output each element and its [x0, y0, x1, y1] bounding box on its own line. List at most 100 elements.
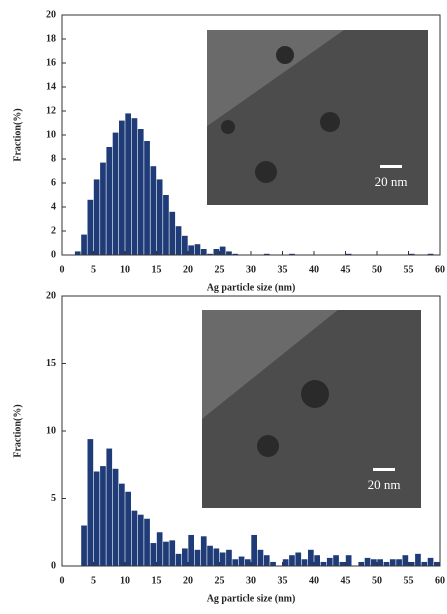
x-tick-label: 10 — [120, 575, 130, 586]
scale-bar — [380, 165, 402, 168]
bar — [251, 534, 257, 566]
bar — [125, 491, 131, 566]
bar — [270, 561, 276, 566]
x-axis-label: Ag particle size (nm) — [207, 282, 296, 293]
x-tick-label: 35 — [278, 575, 288, 586]
bar — [182, 548, 188, 566]
annotation: 20 nm — [368, 477, 401, 492]
bar — [169, 211, 176, 255]
bar — [112, 132, 119, 255]
x-tick-label: 40 — [309, 264, 319, 275]
bar — [119, 120, 125, 255]
bar — [207, 253, 213, 255]
x-tick-label: 0 — [60, 264, 65, 275]
bar — [175, 553, 182, 566]
x-tick-label: 20 — [183, 575, 193, 586]
bar — [100, 466, 106, 566]
x-tick-label: 25 — [215, 575, 225, 586]
bar — [150, 543, 157, 566]
y-tick-label: 20 — [46, 9, 56, 20]
bar — [131, 118, 138, 255]
bar — [87, 199, 94, 255]
bar — [245, 559, 251, 566]
bar — [100, 162, 106, 255]
bar — [219, 246, 226, 255]
bar — [383, 561, 390, 566]
y-tick-label: 5 — [51, 493, 56, 504]
x-tick-label: 35 — [278, 264, 288, 275]
particle — [301, 380, 329, 408]
bar — [364, 557, 371, 566]
y-tick-label: 14 — [46, 81, 56, 92]
bar — [289, 555, 295, 566]
bar — [320, 561, 327, 566]
bar — [408, 253, 415, 255]
annotation: 20 nm — [375, 174, 408, 189]
bar — [163, 195, 169, 255]
bar — [194, 549, 201, 566]
bar — [427, 557, 434, 566]
particle — [276, 46, 294, 64]
bar — [112, 468, 119, 566]
bar — [389, 559, 396, 566]
bar — [345, 555, 352, 566]
particle — [221, 120, 235, 134]
bar — [301, 559, 308, 566]
bar — [81, 525, 87, 566]
bar — [213, 548, 220, 566]
bar — [408, 561, 415, 566]
bar — [333, 555, 339, 566]
bar — [144, 141, 150, 255]
inset-region — [202, 310, 421, 508]
bar — [238, 556, 245, 566]
y-tick-label: 8 — [51, 153, 56, 164]
bar — [188, 245, 194, 255]
particle — [257, 435, 279, 457]
x-tick-label: 15 — [152, 264, 162, 275]
y-tick-label: 10 — [46, 425, 56, 436]
y-tick-label: 4 — [51, 201, 56, 212]
bar — [200, 249, 207, 255]
bar — [137, 514, 144, 566]
bar — [150, 166, 157, 255]
bar — [415, 553, 421, 566]
x-tick-label: 45 — [341, 575, 351, 586]
bar — [219, 552, 226, 566]
bar — [434, 561, 440, 566]
bar — [169, 540, 176, 566]
bar — [74, 251, 81, 255]
y-tick-label: 6 — [51, 177, 56, 188]
bar — [156, 532, 163, 566]
x-tick-label: 55 — [404, 575, 414, 586]
scale-bar — [373, 468, 395, 471]
x-tick-label: 45 — [341, 264, 351, 275]
bar — [175, 226, 182, 255]
bar — [81, 234, 87, 255]
bar — [106, 448, 113, 566]
bar — [226, 251, 232, 255]
bar — [125, 113, 131, 256]
bar — [93, 179, 100, 255]
x-tick-label: 5 — [91, 575, 96, 586]
bar — [396, 559, 402, 566]
y-tick-label: 18 — [46, 33, 56, 44]
bar — [427, 253, 434, 255]
bar — [163, 541, 169, 566]
x-tick-label: 20 — [183, 264, 193, 275]
bar — [377, 559, 383, 566]
y-tick-label: 12 — [46, 105, 56, 116]
x-tick-label: 50 — [372, 264, 382, 275]
y-tick-label: 2 — [51, 225, 56, 236]
bar — [232, 253, 239, 255]
bar — [339, 561, 346, 566]
bar — [131, 510, 138, 566]
bar — [207, 545, 213, 566]
bar — [421, 561, 428, 566]
y-axis-label: Fraction(%) — [12, 108, 23, 161]
bar — [282, 559, 289, 566]
bar — [263, 555, 270, 566]
inset-region — [207, 30, 428, 205]
particle — [320, 112, 340, 132]
bar — [358, 561, 365, 566]
x-tick-label: 50 — [372, 575, 382, 586]
